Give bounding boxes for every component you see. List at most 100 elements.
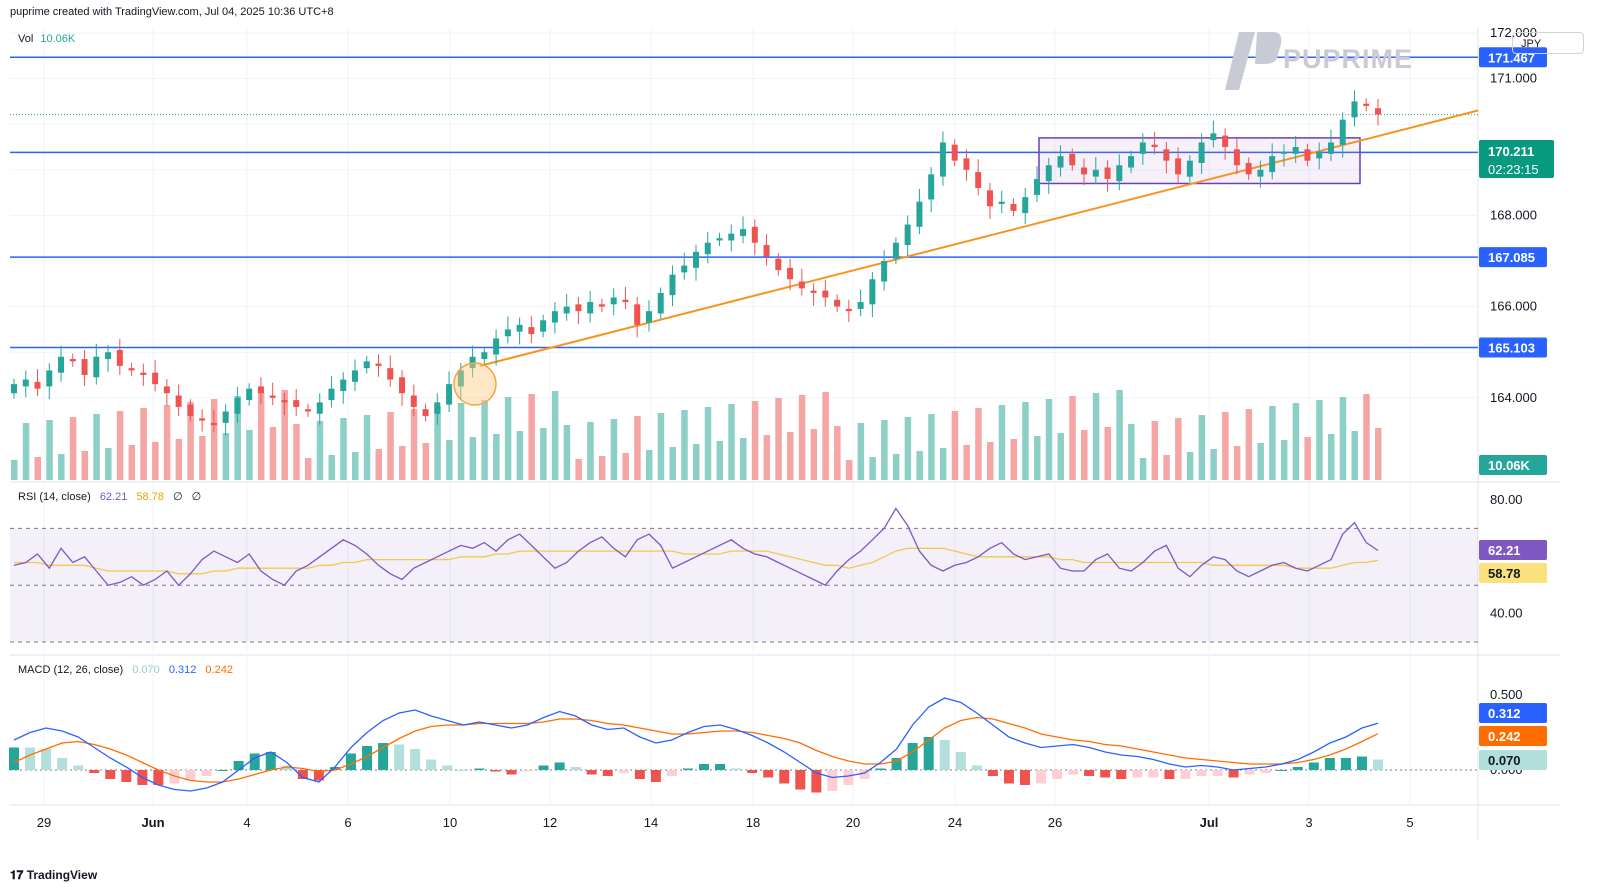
macd-hist-bar [699,764,710,770]
candle-body [986,190,993,207]
rsi-legend[interactable]: RSI (14, close) 62.21 58.78 ∅ ∅ [18,490,201,503]
grid [10,28,1560,840]
volume-bar [1081,430,1088,480]
candle-body [575,304,582,312]
time-axis[interactable]: 29 Jun 4 6 10 12 14 18 20 24 26 Jul 3 5 [37,815,1414,830]
macd-hist-bar [153,770,164,785]
volume-bar [422,443,430,480]
macd-hist-bar [875,768,886,770]
macd-value-label: 0.312 [1488,706,1521,721]
candle-body [1034,178,1040,195]
volume-legend[interactable]: Vol 10.06K [18,33,75,45]
currency-selector[interactable]: JPY [1512,32,1584,54]
volume-bar [1292,403,1300,480]
price-axis[interactable]: 172.000171.000169.000168.000166.000164.0… [1479,25,1554,777]
candle-body [1292,147,1299,154]
candle-body [446,384,453,405]
candle-body [669,274,676,296]
volume-bar [58,454,65,480]
trendline[interactable] [479,109,1479,367]
volume-bar [1151,421,1159,480]
candle-body [375,363,382,366]
macd-hist-bar [1196,770,1207,776]
horizontal-levels[interactable] [10,56,1478,349]
macd-hist-bar [682,768,693,770]
rsi-value-label-bg [1479,540,1547,560]
rsi-legend-label: RSI (14, close) [18,491,91,503]
candle-body [1210,133,1217,141]
volume-bar [140,408,147,480]
volume-bar [46,420,53,480]
tradingview-logo[interactable]: 𝟏𝟕 TradingView [10,868,97,883]
candle-body [493,338,500,355]
macd-hist-bar [907,743,918,770]
candle-body [316,402,323,414]
candle-body [645,311,652,323]
time-tick-label: 29 [37,815,51,830]
macd-hist-bar [939,740,950,770]
volume-bar [845,460,853,480]
macd-hist-bar [1132,770,1143,778]
macd-hist-bar [1116,770,1127,779]
candle-body [1081,167,1088,175]
macd-hist-bar [458,770,469,771]
volume-bar [563,425,571,480]
macd-legend[interactable]: MACD (12, 26, close) 0.070 0.312 0.242 [18,664,233,676]
candle-body [598,304,605,307]
macd-hist-bar [1003,770,1014,784]
candle-body [58,356,65,373]
macd-hist-bar [1373,759,1383,770]
volume-bar [246,430,253,480]
macd-signal-line [13,716,1379,783]
rsi-tick-label: 40.00 [1490,606,1523,621]
macd-hist-bar [345,753,356,770]
macd-hist-bar [1036,770,1047,784]
level-price-label-bg [1479,47,1547,68]
price-tick-label: 171.000 [1490,71,1537,86]
volume-bar [234,396,241,480]
price-tick-label: 164.000 [1490,390,1537,405]
macd-hist-bar [1276,770,1287,771]
candle-body [1222,135,1229,147]
macd-hist-bar [1084,770,1095,776]
candle-body [1269,156,1276,173]
candle-body [857,302,864,309]
volume-bar [457,403,465,480]
macd-hist-value-label-bg [1479,750,1547,770]
macd-signal-legend-value: 0.242 [205,664,233,676]
macd-hist-bar [281,765,292,770]
candle-body [105,352,112,360]
candle-body [352,370,358,382]
macd-hist-bar [1308,762,1319,770]
macd-hist-bar [265,752,276,770]
volume-bar [834,426,841,480]
candle-body [387,368,394,380]
time-tick-label: 26 [1048,815,1062,830]
candle-body [222,411,229,423]
price-tick-label: 168.000 [1490,207,1537,222]
volume-bar [210,399,218,480]
candle-body [11,384,17,394]
rsi-band [10,528,1478,642]
ascending-trendline [479,109,1479,367]
macd-hist-bar [602,770,613,776]
volume-bar [622,453,629,480]
volume-bar [1104,427,1112,480]
candle-body [1327,142,1334,154]
volume-bar [798,395,806,480]
macd-hist-bar [121,770,132,782]
volume-bar [304,458,312,480]
macd-hist-bar [490,770,501,772]
candle-body [787,267,794,280]
candle-body [504,329,511,337]
rsi-pane [10,507,1478,643]
candle-body [1151,144,1158,147]
volume-bar [446,440,453,480]
macd-line-legend-value: 0.312 [168,664,197,676]
volume-bar [152,442,159,480]
volume-bar [363,415,371,480]
volume-bar [175,439,183,480]
macd-hist-bar [394,744,405,770]
macd-hist-bar [554,762,565,770]
